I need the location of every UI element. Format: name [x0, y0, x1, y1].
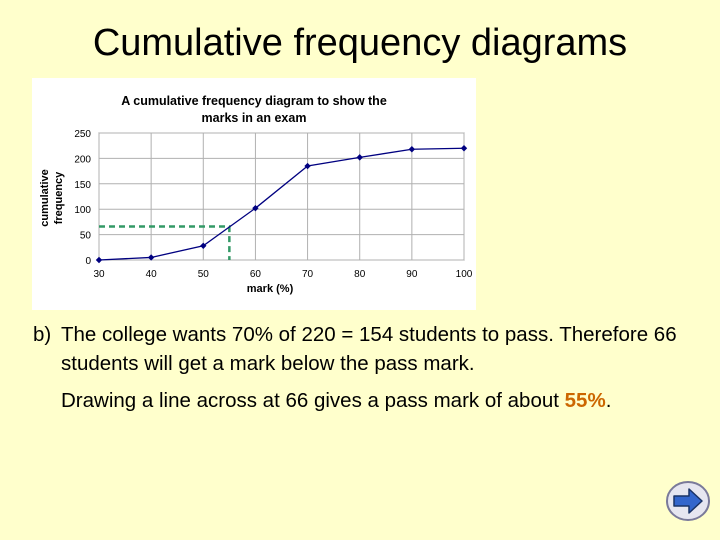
data-point [304, 162, 311, 170]
arrow-right-icon [666, 481, 710, 521]
y-tick-label: 150 [74, 180, 91, 191]
chart-title-line: A cumulative frequency diagram to show t… [121, 94, 387, 108]
data-point [356, 154, 363, 161]
x-tick-label: 40 [146, 269, 158, 280]
y-axis-label-line: frequency [53, 171, 65, 224]
y-tick-label: 250 [74, 129, 91, 140]
y-tick-label: 200 [74, 154, 91, 165]
x-tick-label: 100 [456, 269, 473, 280]
explanation-paragraph: b) The college wants 70% of 220 = 154 st… [33, 320, 693, 378]
y-axis-label-line: cumulative [39, 169, 51, 226]
x-tick-label: 70 [302, 269, 314, 280]
next-slide-button[interactable] [665, 480, 711, 522]
explanation-line: The college wants 70% of 220 = 154 stude… [61, 323, 677, 375]
y-tick-label: 100 [74, 205, 91, 216]
part-label: b) [33, 323, 52, 346]
chart-title-line: marks in an exam [202, 111, 307, 125]
cumulative-frequency-chart: 30 40 50 60 70 80 90 100 0 50 100 150 200 250 A cumula… [39, 94, 473, 295]
data-point [147, 254, 155, 261]
slide-title: Cumulative frequency diagrams [92, 22, 628, 64]
data-point [95, 256, 103, 264]
data-point [200, 242, 207, 249]
x-axis-label: mark (%) [247, 283, 294, 295]
data-point [252, 204, 259, 212]
conclusion-paragraph: Drawing a line across at 66 gives a pass… [33, 386, 693, 415]
explanation-text: b) The college wants 70% of 220 = 154 st… [33, 320, 693, 415]
pass-mark-answer: 55% [564, 389, 606, 412]
chart-panel: 30 40 50 60 70 80 90 100 0 50 100 150 200 250 A cumula… [32, 78, 476, 310]
x-tick-label: 50 [198, 269, 210, 280]
series-line [98, 147, 465, 261]
x-tick-label: 80 [354, 269, 366, 280]
y-tick-label: 0 [85, 256, 91, 267]
conclusion-suffix: . [605, 389, 612, 412]
y-tick-label: 50 [80, 231, 92, 242]
conclusion-text: Drawing a line across at 66 gives a pass… [61, 389, 559, 412]
x-tick-label: 90 [406, 269, 418, 280]
x-tick-label: 60 [250, 269, 262, 280]
x-tick-label: 30 [93, 269, 105, 280]
data-point [460, 145, 468, 152]
plot-area [98, 132, 465, 261]
data-point [408, 146, 416, 153]
